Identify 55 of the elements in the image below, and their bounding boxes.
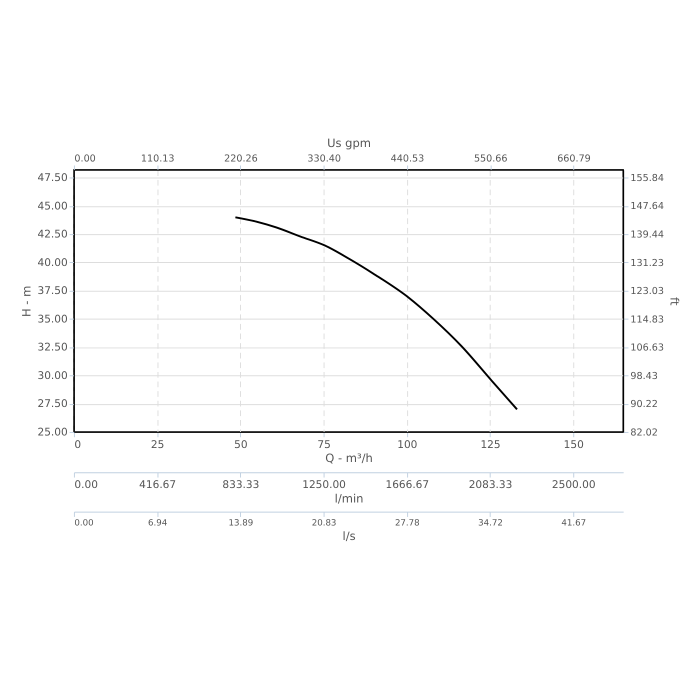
text: l/s xyxy=(342,528,356,543)
text: 0.00 xyxy=(74,479,98,492)
text: l/min xyxy=(334,492,364,506)
x2-tick-label: 550.66 xyxy=(474,154,508,165)
x-tick-label: 125 xyxy=(480,438,501,451)
text: 2083.33 xyxy=(468,479,512,492)
x2-tick-label: 220.26 xyxy=(224,154,258,165)
y-tick-label: 37.50 xyxy=(37,285,68,298)
y2-tick-label: 90.22 xyxy=(630,399,658,410)
x-tick-label: 50 xyxy=(234,438,248,451)
y2-tick-label: 82.02 xyxy=(630,427,658,438)
y-tick-label: 25.00 xyxy=(37,426,68,438)
x2-axis-title: Us gpm xyxy=(327,136,372,150)
y2-tick-label: 147.64 xyxy=(630,201,664,212)
y2-axis-title: ft xyxy=(668,297,682,306)
y-tick-label: 35.00 xyxy=(37,313,68,326)
y2-tick-label: 114.83 xyxy=(630,314,664,326)
text: 13.89 xyxy=(228,518,254,529)
text: 1250.00 xyxy=(302,479,346,492)
x2-tick-label: 440.53 xyxy=(390,154,424,165)
text: 20.83 xyxy=(312,518,336,529)
y2-tick-label: 131.23 xyxy=(630,258,664,269)
y2-tick-label: 155.84 xyxy=(630,172,664,184)
x-axis-title: Q - m³/h xyxy=(325,451,373,466)
y-tick-label: 45.00 xyxy=(37,200,68,212)
x2-tick-label: 0.00 xyxy=(74,154,96,165)
y-axis-title: H - m xyxy=(20,286,34,318)
text: 2500.00 xyxy=(552,479,596,492)
y-tick-label: 42.50 xyxy=(37,228,68,241)
x-tick-label: 25 xyxy=(150,438,164,451)
y-tick-label: 47.50 xyxy=(37,172,68,184)
text: 1666.67 xyxy=(385,479,430,492)
x2-tick-label: 330.40 xyxy=(307,154,341,165)
x2-tick-label: 110.13 xyxy=(140,154,174,165)
text: 0.00 xyxy=(74,518,94,529)
y2-tick-label: 123.03 xyxy=(630,286,664,298)
y2-tick-label: 98.43 xyxy=(630,370,658,382)
y-tick-label: 40.00 xyxy=(37,256,68,269)
y2-tick-label: 106.63 xyxy=(630,342,664,354)
x2-tick-label: 660.79 xyxy=(557,154,591,165)
text: 34.72 xyxy=(478,518,503,529)
text: 41.67 xyxy=(561,518,586,529)
x-tick-label: 150 xyxy=(564,438,584,451)
y-tick-label: 32.50 xyxy=(37,342,68,354)
y-tick-label: 27.50 xyxy=(37,398,68,410)
x-tick-label: 100 xyxy=(397,438,418,451)
text: 833.33 xyxy=(222,479,260,492)
text: 6.94 xyxy=(148,518,168,529)
y-tick-label: 30.00 xyxy=(37,370,68,382)
x-tick-label: 75 xyxy=(317,438,331,451)
x-tick-label: 0 xyxy=(74,438,82,451)
line-series xyxy=(234,216,518,410)
text: 416.67 xyxy=(139,479,176,492)
y2-tick-label: 139.44 xyxy=(630,229,664,240)
text: 27.78 xyxy=(394,518,420,529)
